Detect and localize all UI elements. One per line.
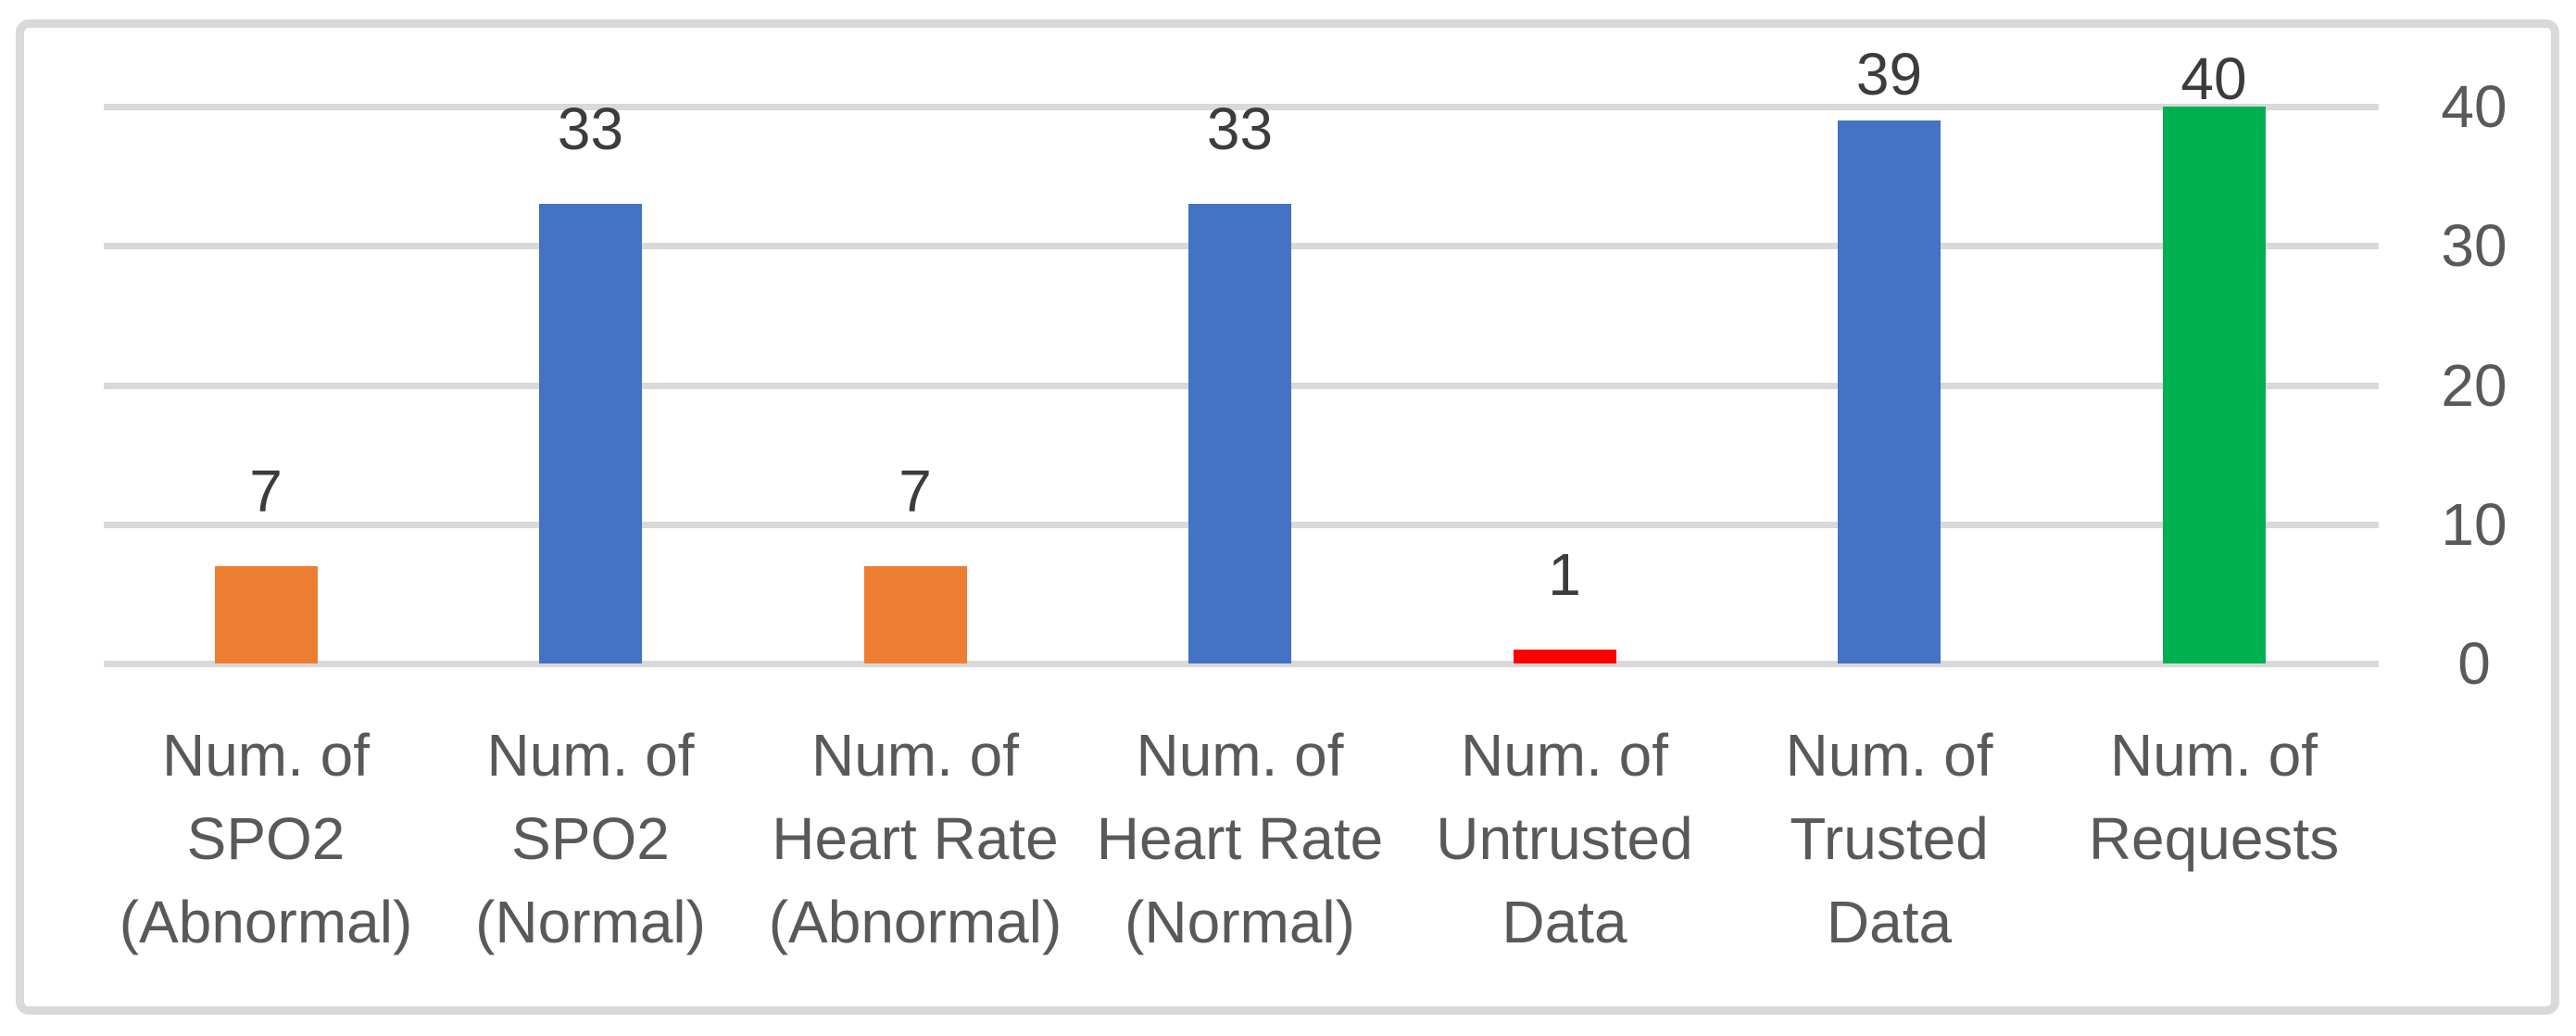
x-axis-category-label-num-of-requests: Num. of Requests [2029,714,2399,880]
y-axis-tick-label-30: 30 [2441,212,2507,280]
category-label-line: Num. of [161,722,371,789]
category-label-line: (Normal) [1125,889,1355,955]
data-label-num-of-requests: 40 [2180,45,2247,112]
bar-num-of-requests [2162,107,2266,663]
gridline-y-40 [104,104,2379,110]
y-axis-tick-label-10: 10 [2441,490,2507,558]
gridline-y-0 [104,661,2379,667]
bar-chart-frame: 7 33 7 33 1 39 40 40 30 20 10 0 Num. of SPO2 (Abnorm… [16,19,2559,1015]
category-label-line: Data [1826,889,1953,955]
category-label-line: SPO2 [186,805,346,872]
category-label-line: Num. of [1460,722,1669,789]
x-axis-category-label-num-of-trusted-data: Num. of Trusted Data [1704,714,2075,964]
category-label-line: Num. of [2109,722,2318,789]
bar-num-of-untrusted-data [1513,650,1616,663]
x-axis-category-label-num-of-spo2-normal: Num. of SPO2 (Normal) [406,714,776,964]
y-axis-tick-label-0: 0 [2457,630,2491,697]
bar-num-of-spo2-normal [539,204,642,663]
y-axis-tick-label-40: 40 [2441,73,2507,140]
category-label-line: Heart Rate [772,805,1059,872]
category-label-line: Num. of [1136,722,1344,789]
data-label-num-of-untrusted-data: 1 [1548,541,1581,608]
x-axis-category-label-num-of-heart-rate-abnormal: Num. of Heart Rate (Abnormal) [730,714,1100,964]
data-label-num-of-spo2-normal: 33 [557,95,624,162]
y-axis-labels: 40 30 20 10 0 [24,28,2551,1006]
data-label-num-of-trusted-data: 39 [1855,41,1923,107]
category-label-line: Num. of [486,722,695,789]
category-label-line: (Abnormal) [768,889,1062,955]
bar-num-of-spo2-abnormal [214,566,318,663]
category-label-line: Data [1502,889,1627,955]
bars-layer [24,28,2551,1006]
category-label-line: (Abnormal) [119,889,413,955]
category-label-line: Heart Rate [1096,805,1384,872]
bar-num-of-heart-rate-normal [1188,204,1291,663]
bar-num-of-trusted-data [1838,120,1941,663]
category-label-line: Requests [2088,805,2340,872]
category-label-line: Trusted [1790,805,1989,872]
category-label-line: SPO2 [511,805,670,872]
data-label-num-of-heart-rate-normal: 33 [1206,95,1274,162]
y-axis-tick-label-20: 20 [2441,351,2507,419]
category-label-line: Num. of [810,722,1020,789]
data-labels-layer: 7 33 7 33 1 39 40 [24,28,2551,1006]
x-axis-labels: Num. of SPO2 (Abnormal) Num. of SPO2 (Normal)… [24,28,2551,1006]
x-axis-category-label-num-of-heart-rate-normal: Num. of Heart Rate (Normal) [1055,714,1426,964]
category-label-line: Untrusted [1436,805,1693,872]
category-label-line: (Normal) [475,889,706,955]
data-label-num-of-spo2-abnormal: 7 [249,458,283,524]
x-axis-category-label-num-of-untrusted-data: Num. of Untrusted Data [1379,714,1750,964]
x-axis-category-label-num-of-spo2-abnormal: Num. of SPO2 (Abnormal) [81,714,451,964]
data-label-num-of-heart-rate-abnormal: 7 [898,458,932,524]
category-label-line: Num. of [1785,722,1993,789]
bar-num-of-heart-rate-abnormal [863,566,967,663]
